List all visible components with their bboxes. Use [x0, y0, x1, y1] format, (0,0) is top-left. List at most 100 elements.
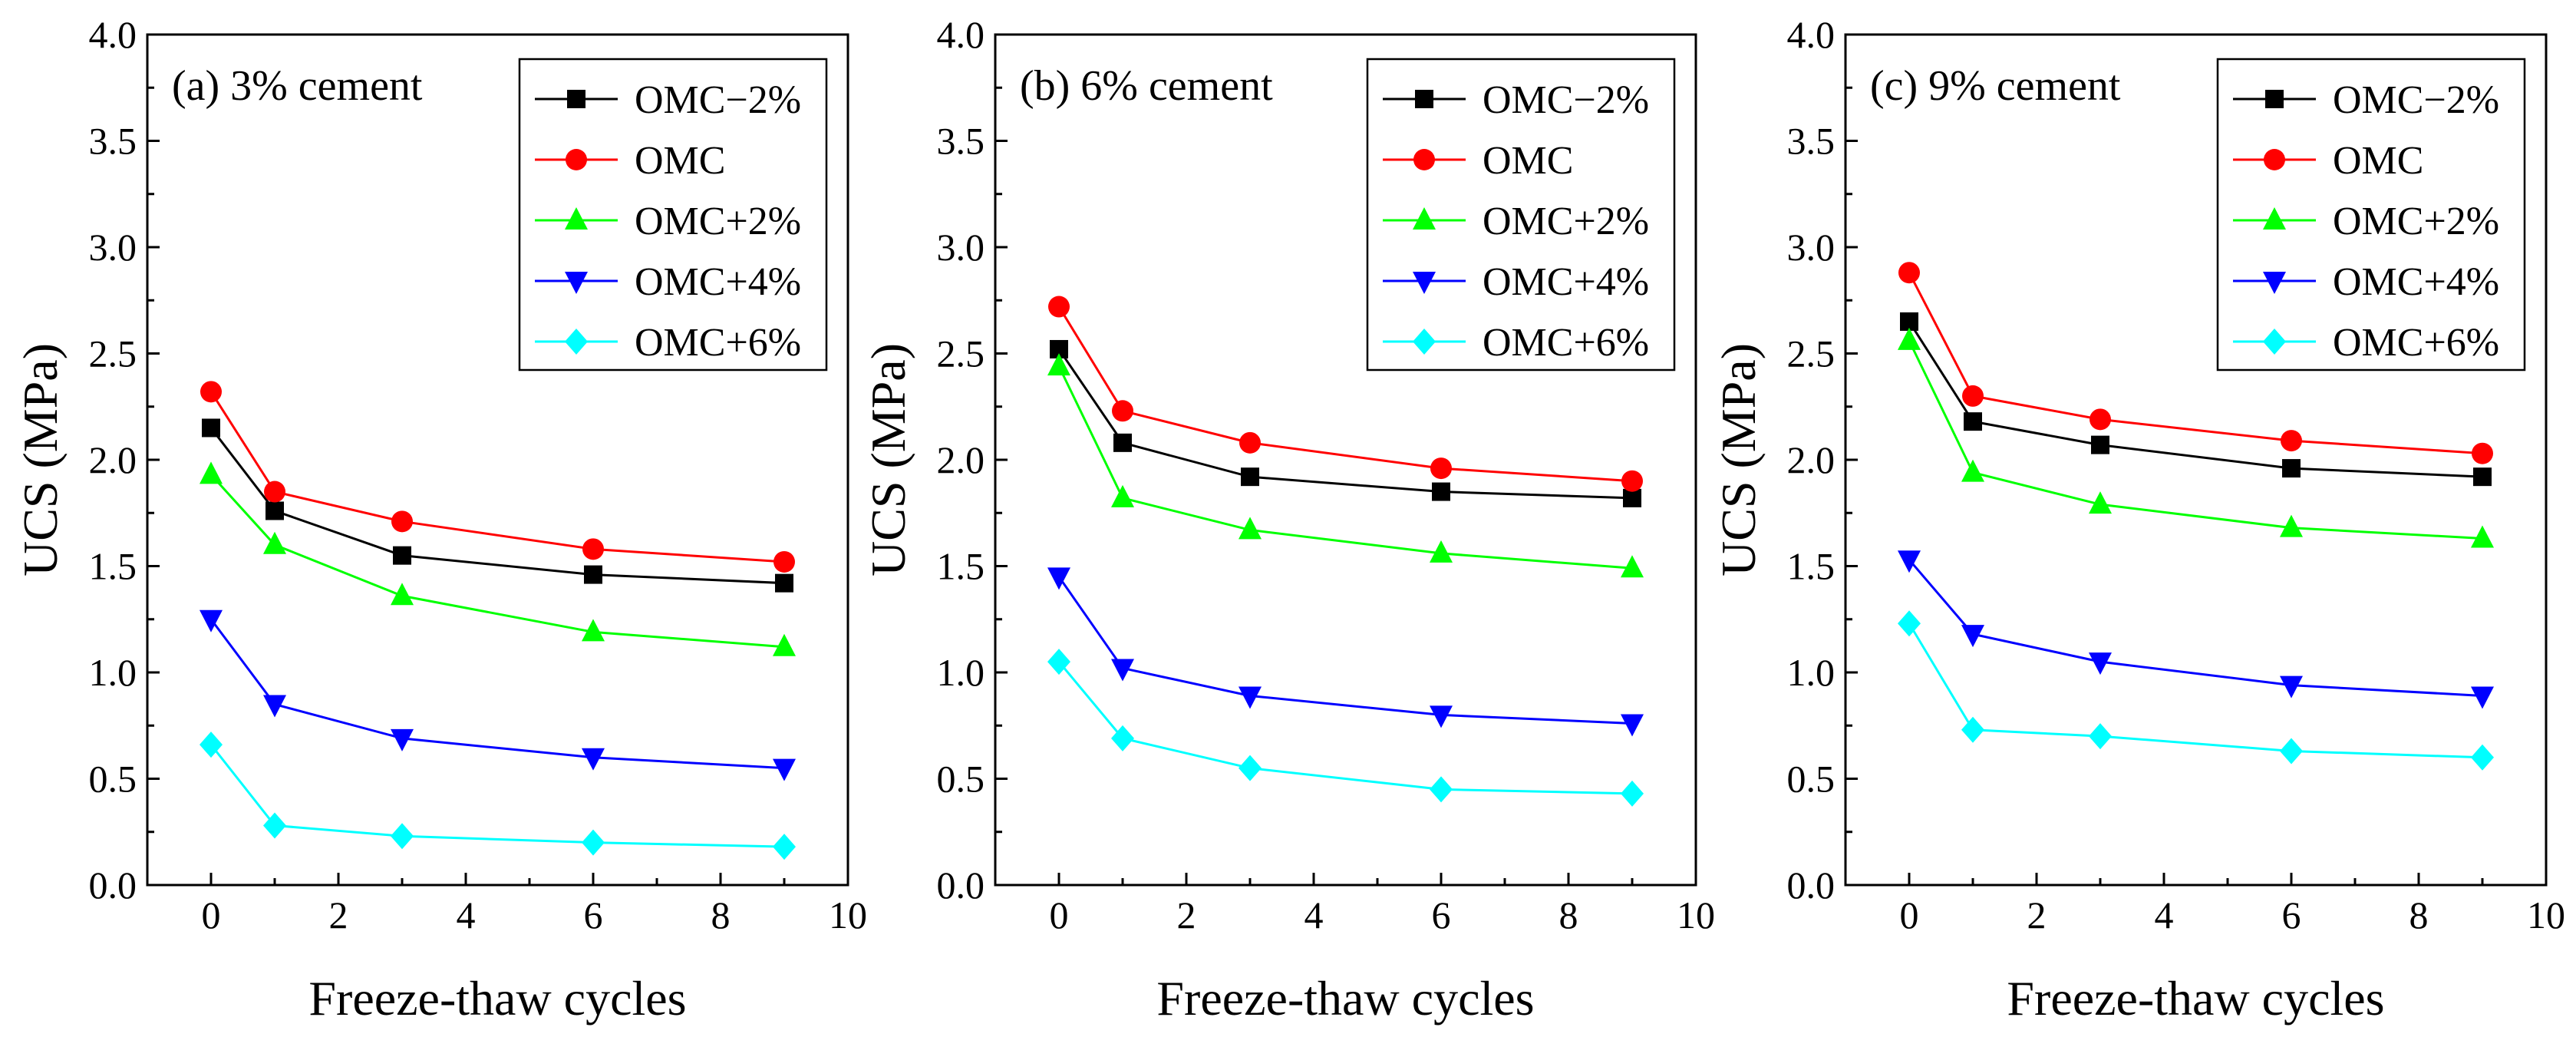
data-point-a-2: [200, 461, 223, 484]
data-point-b-4: [1621, 780, 1644, 807]
data-point-c-4: [2471, 744, 2494, 771]
data-point-a-1: [200, 381, 222, 403]
legend-label-b-4: OMC+6%: [1483, 321, 1649, 365]
y-tick-label-a: 2.5: [89, 332, 137, 375]
data-point-a-3: [582, 748, 605, 771]
y-axis-title-b: UCS (MPa): [861, 343, 915, 576]
legend-marker-c-0: [2265, 90, 2284, 108]
series-line-b-4: [1057, 661, 1633, 795]
x-tick-label-b: 0: [1050, 893, 1069, 936]
data-point-a-3: [773, 758, 796, 781]
series-c-4: [1898, 610, 2494, 771]
legend-label-c-3: OMC+4%: [2333, 260, 2499, 304]
legend-box-c: [2216, 58, 2526, 372]
data-point-b-2: [1430, 540, 1453, 563]
data-point-a-0: [393, 546, 411, 565]
data-point-b-1: [1239, 431, 1261, 454]
legend-marker-c-3: [2263, 272, 2286, 294]
data-point-a-0: [202, 418, 220, 438]
data-point-c-1: [2281, 430, 2302, 452]
data-point-b-0: [1241, 467, 1259, 487]
data-point-c-1: [2472, 442, 2493, 464]
data-point-a-4: [391, 823, 414, 850]
data-point-a-0: [584, 565, 602, 584]
data-point-c-1: [2089, 408, 2111, 431]
y-tick-label-c: 1.5: [1787, 545, 1836, 588]
y-tick-label-c: 2.5: [1787, 332, 1836, 375]
data-point-c-3: [1961, 625, 1984, 648]
legend-label-a-4: OMC+6%: [635, 321, 801, 365]
x-tick-label-a: 6: [584, 893, 603, 936]
y-axis-title-c: UCS (MPa): [1711, 343, 1766, 576]
data-point-b-4: [1430, 776, 1453, 803]
legend-marker-b-0: [1415, 90, 1433, 108]
data-point-a-4: [582, 829, 605, 856]
x-tick-label-b: 4: [1304, 893, 1324, 936]
y-tick-label-b: 1.5: [937, 545, 985, 588]
data-point-b-1: [1430, 457, 1452, 480]
legend-marker-b-2: [1413, 207, 1436, 230]
legend-marker-c-4: [2263, 329, 2286, 355]
data-point-b-4: [1047, 649, 1070, 675]
series-b-4: [1047, 649, 1644, 807]
series-a-1: [200, 381, 795, 573]
data-point-a-0: [266, 501, 284, 520]
series-a-0: [202, 418, 793, 593]
x-tick-label-a: 10: [829, 893, 867, 936]
x-tick-label-a: 8: [711, 893, 731, 936]
legend-box-b: [1366, 58, 1676, 372]
y-tick-label-b: 0.0: [937, 864, 985, 907]
data-point-a-1: [582, 538, 604, 560]
legend-marker-b-4: [1413, 329, 1436, 355]
panel-b: 0 2 4 6 8 10 0.0 0.5 1.0 1.5 2.0 2.5 3.0 3.5 4.0 Freeze…: [861, 13, 1715, 1026]
legend-label-a-2: OMC+2%: [635, 200, 801, 243]
x-axis-title-c: Freeze-thaw cycles: [2007, 971, 2384, 1026]
data-point-a-1: [773, 550, 795, 573]
x-tick-label-c: 4: [2155, 893, 2174, 936]
series-line-a-1: [209, 391, 785, 563]
legend-marker-c-1: [2264, 149, 2285, 170]
y-tick-label-b: 3.5: [937, 120, 985, 163]
series-line-b-2: [1057, 365, 1633, 570]
x-tick-label-c: 6: [2282, 893, 2301, 936]
y-tick-label-c: 1.0: [1787, 651, 1836, 694]
data-point-a-2: [391, 583, 414, 606]
series-line-a-3: [209, 618, 785, 770]
legend-label-c-1: OMC: [2333, 139, 2423, 183]
legend-label-c-4: OMC+6%: [2333, 321, 2499, 365]
series-a-2: [200, 461, 796, 656]
data-point-c-2: [2089, 491, 2112, 514]
x-tick-label-c: 8: [2409, 893, 2429, 936]
legend-marker-a-4: [565, 329, 588, 355]
data-point-b-3: [1239, 686, 1262, 709]
x-tick-label-a: 4: [457, 893, 476, 936]
legend-label-b-2: OMC+2%: [1483, 200, 1649, 243]
x-tick-label-c: 10: [2527, 893, 2565, 936]
data-point-c-2: [2471, 525, 2494, 548]
data-point-c-0: [1964, 412, 1982, 431]
y-tick-label-c: 3.5: [1787, 120, 1836, 163]
panel-label-a: (a) 3% cement: [172, 62, 423, 110]
series-line-c-3: [1908, 559, 2483, 697]
data-point-c-2: [1898, 327, 1921, 350]
panel-c: 0 2 4 6 8 10 0.0 0.5 1.0 1.5 2.0 2.5 3.0 3.5 4.0 Freeze…: [1711, 13, 2565, 1026]
y-axis-title-a: UCS (MPa): [13, 343, 68, 576]
y-tick-label-b: 2.5: [937, 332, 985, 375]
series-b-1: [1048, 296, 1643, 492]
y-tick-label-b: 4.0: [937, 13, 985, 56]
series-line-b-3: [1057, 576, 1633, 725]
legend-marker-c-2: [2263, 207, 2286, 230]
data-point-a-1: [391, 510, 413, 533]
legend-label-c-2: OMC+2%: [2333, 200, 2499, 243]
x-axis-title-a: Freeze-thaw cycles: [308, 971, 686, 1026]
y-tick-label-c: 4.0: [1787, 13, 1836, 56]
data-point-c-3: [2471, 686, 2494, 709]
x-tick-label-a: 2: [329, 893, 348, 936]
legend-c: OMC−2% OMC OMC+2% OMC+4% OMC+6%: [2216, 58, 2526, 372]
series-line-a-2: [209, 474, 785, 649]
series-b-3: [1047, 567, 1644, 737]
data-point-c-1: [1898, 262, 1920, 284]
legend-label-b-1: OMC: [1483, 139, 1573, 183]
panel-a: 0 2 4 6 8 10 0.0 0.5 1.0 1.5 2.0 2.5 3.0 3.5 4.0 Freeze…: [13, 13, 867, 1026]
